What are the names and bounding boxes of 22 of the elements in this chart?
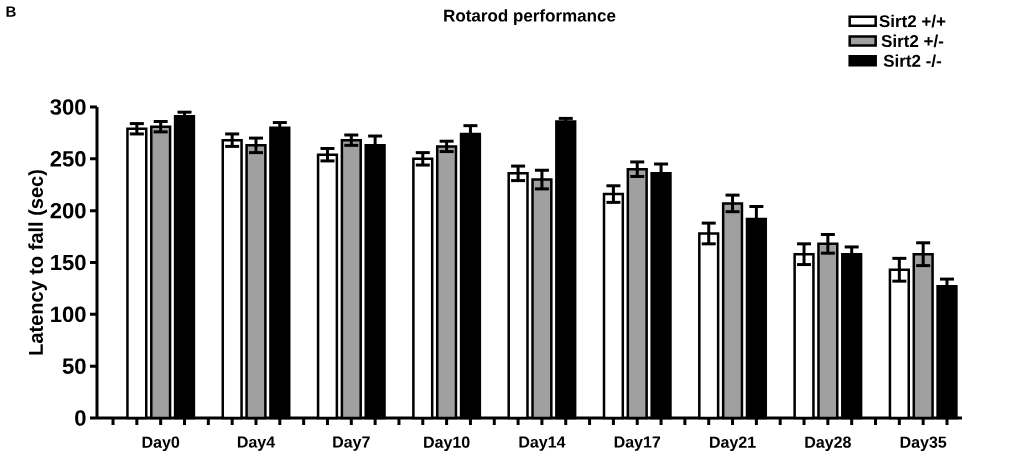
x-tick-label: Day14 [519,436,566,451]
x-tick-label: Day4 [237,436,276,451]
x-tick-label: Day10 [424,436,470,452]
legend-label: Sirt2 -/- [883,54,942,68]
legend-label: Sirt2 +/- [881,34,944,48]
y-tick-label: 250 [50,151,86,167]
x-tick-label: Day0 [142,436,180,452]
chart-title: Rotarod performance [444,9,616,25]
x-tick-label: Day17 [614,436,661,451]
y-tick-label: 200 [50,202,86,219]
x-tick-label: Day7 [333,436,370,451]
x-tick-label: Day28 [805,436,851,452]
x-tick-label: Day35 [900,436,947,452]
y-axis-title: Latency to fall (sec) [28,170,47,355]
y-tick-label: 0 [75,410,86,426]
text: B [6,6,16,17]
y-tick-label: 50 [62,358,86,374]
y-tick-label: 100 [51,306,86,323]
legend-label: Sirt2 +/+ [879,14,946,28]
x-tick-label: Day21 [710,436,756,452]
y-tick-label: 150 [51,254,86,271]
y-tick-label: 300 [50,99,86,115]
